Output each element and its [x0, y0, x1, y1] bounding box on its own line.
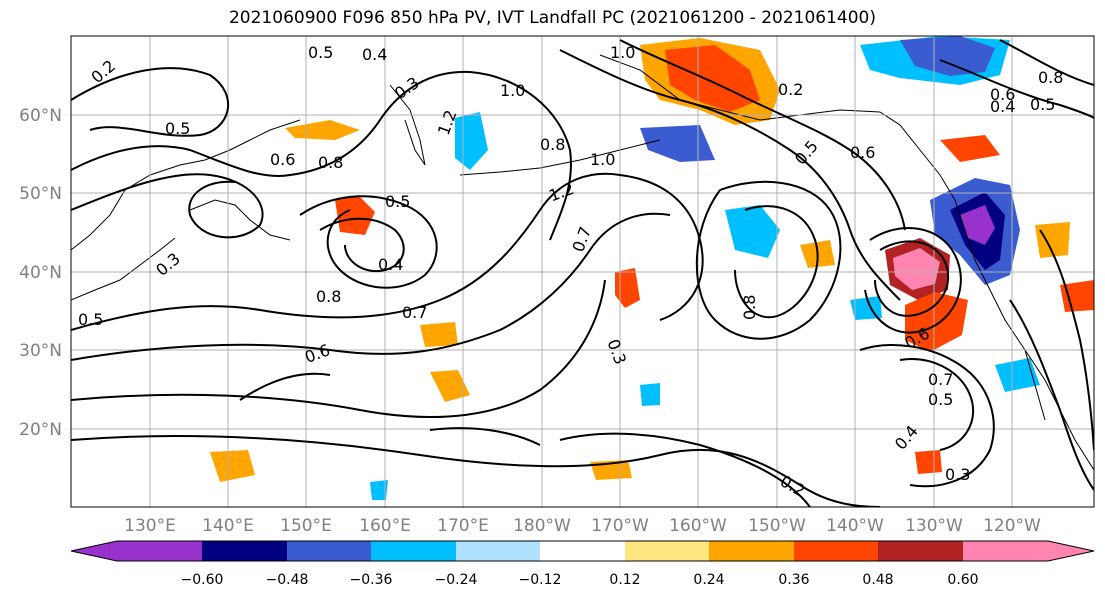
colorbar-tick-label: 0.24 [693, 572, 724, 588]
lat-label: 60°N [19, 106, 62, 126]
contour-label: 0.6 [270, 150, 295, 169]
colorbar: −0.60 −0.48 −0.36 −0.24 −0.12 0.12 0.24 … [70, 540, 1095, 588]
colorbar-swatch [287, 541, 371, 561]
anomaly-patch-small-blue-1 [370, 480, 388, 500]
colorbar-tick-label: −0.48 [266, 572, 309, 588]
colorbar-tick-label: −0.60 [181, 572, 224, 588]
contour-label: 0.5 [78, 310, 103, 329]
lon-label: 130°E [124, 516, 176, 536]
lat-label: 40°N [19, 263, 62, 283]
anomaly-patch-170w [615, 268, 640, 308]
lon-label: 140°E [202, 516, 254, 536]
anomaly-patch-midpac-blue [725, 205, 780, 258]
contour-label: 1.0 [590, 150, 615, 169]
lon-label: 160°W [669, 516, 727, 536]
colorbar-swatch [625, 541, 709, 561]
lon-label: 180°W [513, 516, 571, 536]
anomaly-patch-sw-us-blue [995, 358, 1040, 392]
anomaly-patch-32n [420, 322, 458, 347]
contour-label: 0.5 [1030, 95, 1055, 114]
contour-label: 0.4 [378, 255, 403, 274]
contour-label: 0.2 [778, 80, 803, 99]
coastline-baja [1024, 349, 1046, 421]
anomaly-patch-ca-orange [1035, 222, 1070, 258]
contour-label: 0.8 [740, 295, 759, 320]
anomaly-patch-pink-core [893, 248, 940, 290]
colorbar-swatch [794, 541, 878, 561]
colorbar-tick-label: −0.36 [350, 572, 393, 588]
colorbar-extend-high [1048, 541, 1094, 561]
coastline-aleutians [459, 139, 661, 176]
anomaly-patch-baja [905, 292, 968, 352]
anomaly-patch-25n [430, 370, 470, 402]
contour-label: 0.8 [318, 153, 343, 172]
contour-label: 1.0 [610, 43, 635, 62]
contour-label: 1.0 [500, 81, 525, 100]
contour-label: 0.8 [540, 135, 565, 154]
latitude-labels: 60°N 50°N 40°N 30°N 20°N [19, 106, 62, 440]
longitude-labels: 130°E 140°E 150°E 160°E 170°E 180°W 170°… [124, 516, 1041, 536]
colorbar-tick-label: 0.36 [778, 572, 809, 588]
colorbar-tick-label: −0.24 [435, 572, 478, 588]
colorbar-swatch [117, 541, 202, 561]
anomaly-patch-18n [915, 450, 942, 474]
contour-label: 0.4 [362, 45, 387, 64]
anomaly-patch-small-blue-2 [640, 383, 660, 406]
lat-label: 30°N [19, 341, 62, 361]
colorbar-tick-label: 0.48 [862, 572, 893, 588]
map-title: 2021060900 F096 850 hPa PV, IVT Landfall… [228, 8, 876, 28]
lat-label: 50°N [19, 184, 62, 204]
lon-label: 120°W [983, 516, 1041, 536]
lon-label: 160°E [359, 516, 411, 536]
gridlines [71, 36, 1094, 507]
colorbar-swatch [202, 541, 287, 561]
contour-label: 0.6 [850, 143, 875, 162]
contour-label: 0.3 [945, 465, 970, 484]
anomaly-patch-alaska-core [665, 45, 760, 112]
contour-label: 0.8 [1038, 68, 1063, 87]
contour-label: 0.5 [165, 119, 190, 138]
colorbar-swatch [371, 541, 456, 561]
colorbar-swatch [709, 541, 794, 561]
lon-label: 150°E [280, 516, 332, 536]
contour-label: 0.6 [990, 85, 1015, 104]
anomaly-patch-15n [210, 450, 255, 482]
colorbar-swatch [963, 541, 1048, 561]
coastline-japan [189, 199, 291, 241]
anomaly-patch-canada-core [900, 36, 995, 76]
anomaly-patch-kuril [335, 195, 375, 235]
colorbar-swatch [456, 541, 540, 561]
anomaly-patch-hudson-orange [940, 135, 1000, 162]
contour-label: 0.5 [308, 43, 333, 62]
contour-label: 0.7 [402, 303, 427, 322]
anomaly-patch-gulf-blue [640, 125, 715, 162]
contour-label: 0.7 [928, 370, 953, 389]
contour-label: 0.4 [990, 97, 1015, 116]
lat-label: 20°N [19, 420, 62, 440]
colorbar-swatch [878, 541, 963, 561]
contour-label: 0.5 [385, 192, 410, 211]
lon-label: 150°W [748, 516, 806, 536]
contour-label: 0.5 [928, 390, 953, 409]
lon-label: 130°W [905, 516, 963, 536]
colorbar-tick-label: 0.12 [609, 572, 640, 588]
map-panel: 0.2 0.5 0.4 0.3 0.6 0.8 0.5 1.0 1.2 1.0 … [71, 36, 1094, 507]
anomaly-patch-pacnw-center [960, 205, 995, 245]
colorbar-outline [70, 540, 1095, 562]
lon-label: 140°W [826, 516, 884, 536]
pv-anomaly-shading [210, 36, 1094, 500]
map-frame [70, 35, 1095, 508]
colorbar-swatch [540, 541, 625, 561]
colorbar-tick-label: −0.12 [519, 572, 562, 588]
anomaly-patch-okhotsk [285, 120, 360, 140]
pv-contours [71, 39, 1094, 507]
lon-label: 170°E [437, 516, 489, 536]
anomaly-patch-sw-us-orange [1060, 280, 1094, 312]
colorbar-tick-label: 0.60 [947, 572, 978, 588]
colorbar-extend-low [71, 541, 117, 561]
contour-label: 0.8 [316, 287, 341, 306]
lon-label: 170°W [591, 516, 649, 536]
coastline-kamchatka [389, 84, 426, 166]
